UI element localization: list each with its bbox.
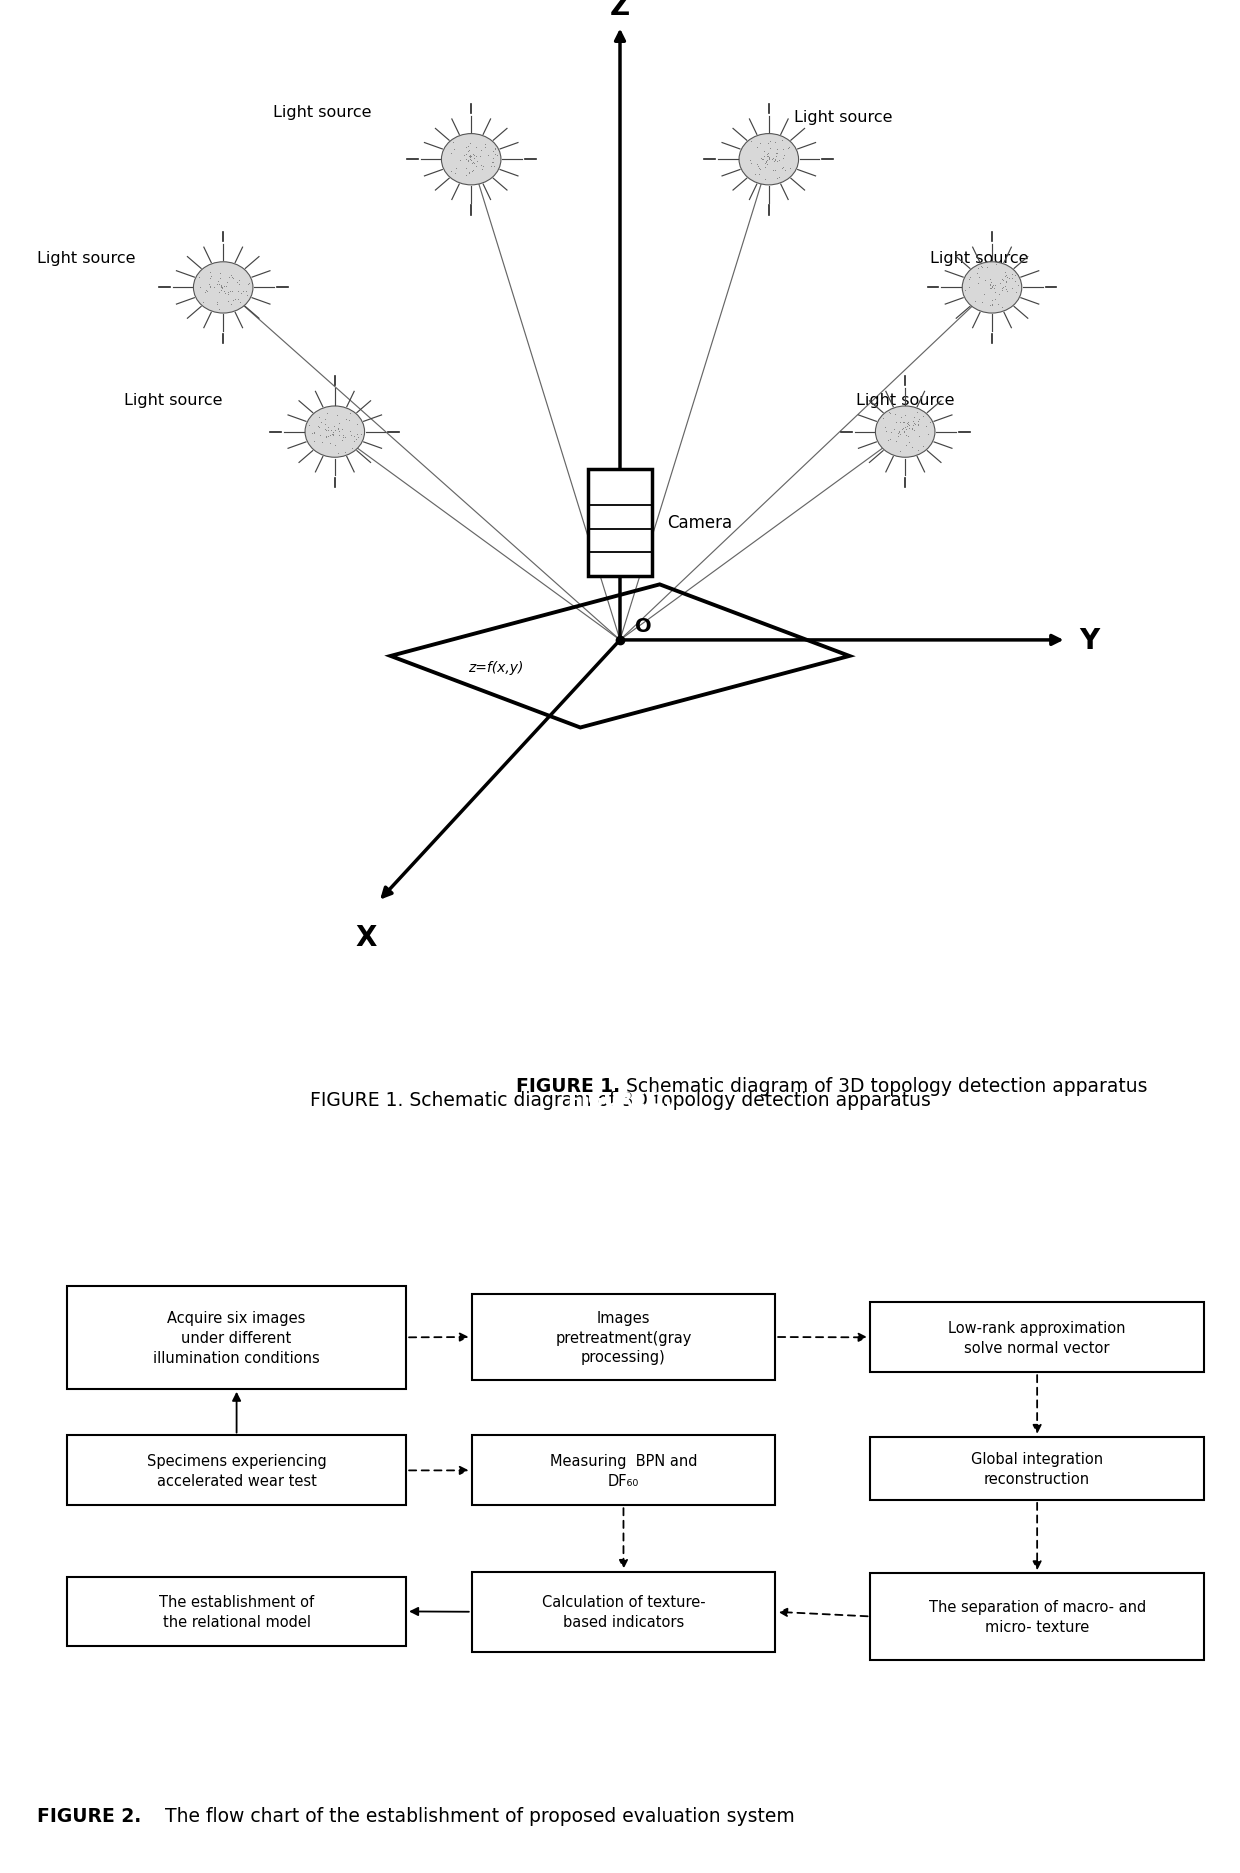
Circle shape — [739, 135, 799, 185]
Text: Y: Y — [1079, 627, 1099, 654]
Bar — [67, 1577, 407, 1646]
Text: O: O — [635, 616, 651, 635]
Text: Light source: Light source — [794, 111, 892, 125]
Bar — [471, 1437, 775, 1506]
Bar — [870, 1304, 1204, 1373]
Text: Schematic diagram of 3D topology detection apparatus: Schematic diagram of 3D topology detecti… — [620, 1077, 1147, 1096]
Text: Light source: Light source — [273, 105, 371, 120]
Text: The separation of macro- and
micro- texture: The separation of macro- and micro- text… — [929, 1600, 1146, 1633]
Bar — [67, 1437, 407, 1506]
Circle shape — [875, 406, 935, 459]
Circle shape — [441, 135, 501, 185]
Text: Camera: Camera — [667, 513, 733, 532]
Text: Light source: Light source — [930, 251, 1028, 266]
Circle shape — [962, 262, 1022, 315]
Text: X: X — [355, 923, 377, 951]
Text: Light source: Light source — [856, 393, 954, 408]
Text: FIGURE 1.: FIGURE 1. — [568, 1090, 672, 1109]
Bar — [870, 1437, 1204, 1500]
Text: FIGURE 1.: FIGURE 1. — [516, 1077, 620, 1096]
Text: Low-rank approximation
solve normal vector: Low-rank approximation solve normal vect… — [949, 1320, 1126, 1354]
Text: FIGURE 1. Schematic diagram of 3D topology detection apparatus: FIGURE 1. Schematic diagram of 3D topolo… — [310, 1090, 930, 1109]
Bar — [870, 1573, 1204, 1659]
Bar — [588, 470, 652, 577]
Text: Images
pretreatment(gray
processing): Images pretreatment(gray processing) — [556, 1309, 692, 1365]
Text: z=f(x,y): z=f(x,y) — [469, 661, 523, 674]
Text: Measuring  BPN and
DF₆₀: Measuring BPN and DF₆₀ — [549, 1453, 697, 1487]
Text: Light source: Light source — [37, 251, 135, 266]
Text: Global integration
reconstruction: Global integration reconstruction — [971, 1452, 1104, 1485]
Text: The establishment of
the relational model: The establishment of the relational mode… — [159, 1594, 314, 1630]
Text: Specimens experiencing
accelerated wear test: Specimens experiencing accelerated wear … — [146, 1453, 326, 1487]
Text: The flow chart of the establishment of proposed evaluation system: The flow chart of the establishment of p… — [159, 1806, 795, 1826]
Text: Calculation of texture-
based indicators: Calculation of texture- based indicators — [542, 1594, 706, 1630]
Bar — [471, 1571, 775, 1652]
Circle shape — [305, 406, 365, 459]
Text: Z: Z — [610, 0, 630, 21]
Text: Acquire six images
under different
illumination conditions: Acquire six images under different illum… — [154, 1311, 320, 1365]
Circle shape — [193, 262, 253, 315]
Text: FIGURE 2.: FIGURE 2. — [37, 1806, 141, 1826]
Text: Light source: Light source — [124, 393, 222, 408]
Bar — [471, 1294, 775, 1380]
Bar — [67, 1287, 407, 1390]
